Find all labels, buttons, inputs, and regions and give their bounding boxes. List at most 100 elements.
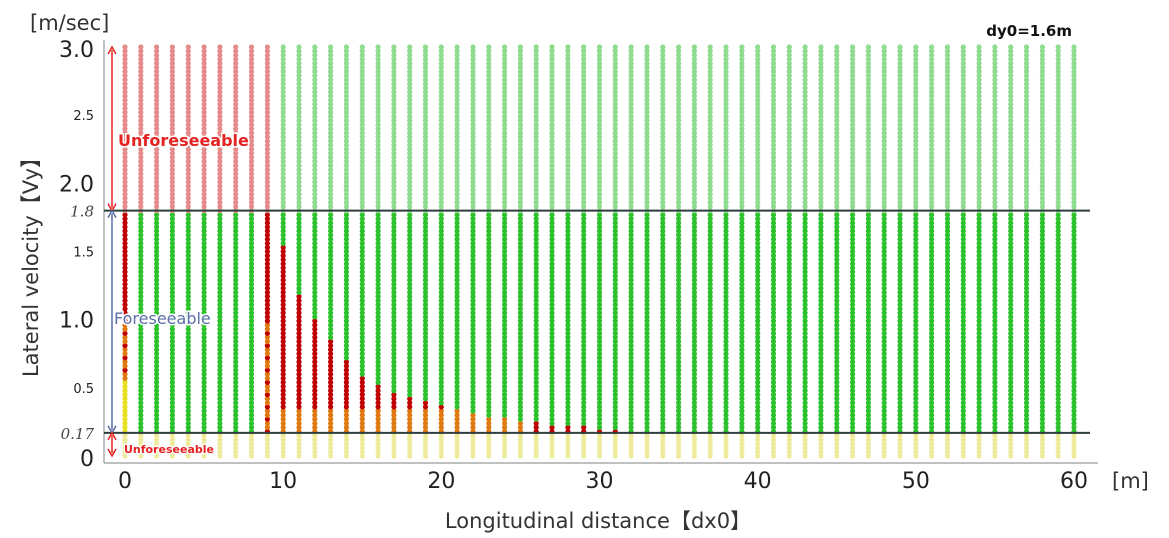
data-point [248,236,255,242]
data-point [296,330,302,336]
data-point [248,64,255,71]
data-point [248,281,255,287]
data-point [296,412,302,418]
data-point [248,424,255,430]
data-point [138,379,144,385]
data-point [312,330,318,336]
data-point [122,253,128,259]
data-point [248,81,255,87]
data-point [280,52,286,58]
data-point [248,183,255,189]
data-point [264,334,270,340]
data-point [233,343,239,349]
data-point [154,175,160,181]
data-point [138,113,144,120]
data-point [138,228,144,234]
data-point [248,93,255,99]
data-point [185,109,191,115]
data-point [248,322,255,328]
data-point [122,244,128,250]
data-point [248,445,255,451]
data-point [280,269,286,275]
data-point [264,183,270,189]
data-point [185,138,191,144]
data-point [312,293,318,300]
data-point [312,130,318,136]
data-point [122,392,128,398]
data-point [264,236,270,242]
data-point [264,220,270,226]
data-point [122,281,128,287]
data-point [122,216,128,222]
data-point [185,228,191,234]
data-point [169,232,175,238]
data-point [264,363,270,369]
data-point [185,179,191,185]
data-point [138,322,144,328]
data-point [122,383,128,390]
data-point [217,330,223,336]
data-point [201,195,207,201]
data-point [122,68,128,75]
data-point [264,281,270,287]
data-point [296,306,302,312]
data-point [264,171,270,177]
data-point [185,60,191,66]
data-point [169,347,175,353]
data-point [296,199,302,205]
data-point [169,150,175,156]
data-point [201,203,207,210]
data-point [169,195,175,201]
data-point [280,134,286,140]
data-point [248,89,255,95]
data-point [138,81,144,87]
data-point [217,379,223,385]
data-point [217,93,223,99]
data-point [248,306,255,312]
data-point [280,138,286,144]
data-point [312,93,318,99]
data-point [138,64,144,71]
data-point [264,289,270,295]
data-point [217,216,223,222]
data-point [233,355,239,361]
data-point [169,81,175,87]
data-point [264,81,270,87]
data-point [280,281,286,287]
data-point [248,400,255,406]
data-point [201,424,207,430]
data-point [280,216,286,222]
data-point [169,224,175,230]
data-point [169,367,175,373]
data-point [280,302,286,308]
data-point [154,220,160,226]
data-point [264,326,270,332]
data-point [312,171,318,177]
data-point [154,273,160,279]
data-point [233,56,239,62]
data-point [233,367,239,373]
data-point [169,126,175,132]
data-point [154,93,160,99]
data-point [312,437,318,443]
data-point [185,273,191,279]
data-point [280,89,286,95]
data-point [201,367,207,373]
data-point [201,216,207,222]
data-point [264,240,270,246]
data-point [169,257,175,263]
data-point [881,44,887,50]
data-point [217,56,223,62]
data-point [217,134,223,140]
data-point [264,318,270,324]
data-point [233,73,239,79]
data-point [280,338,286,345]
data-point [185,453,191,459]
data-point [217,269,223,275]
data-point [217,199,223,205]
data-point [248,371,255,377]
data-point [138,371,144,377]
data-point [296,289,302,295]
data-point [264,383,270,390]
data-point [296,187,302,193]
